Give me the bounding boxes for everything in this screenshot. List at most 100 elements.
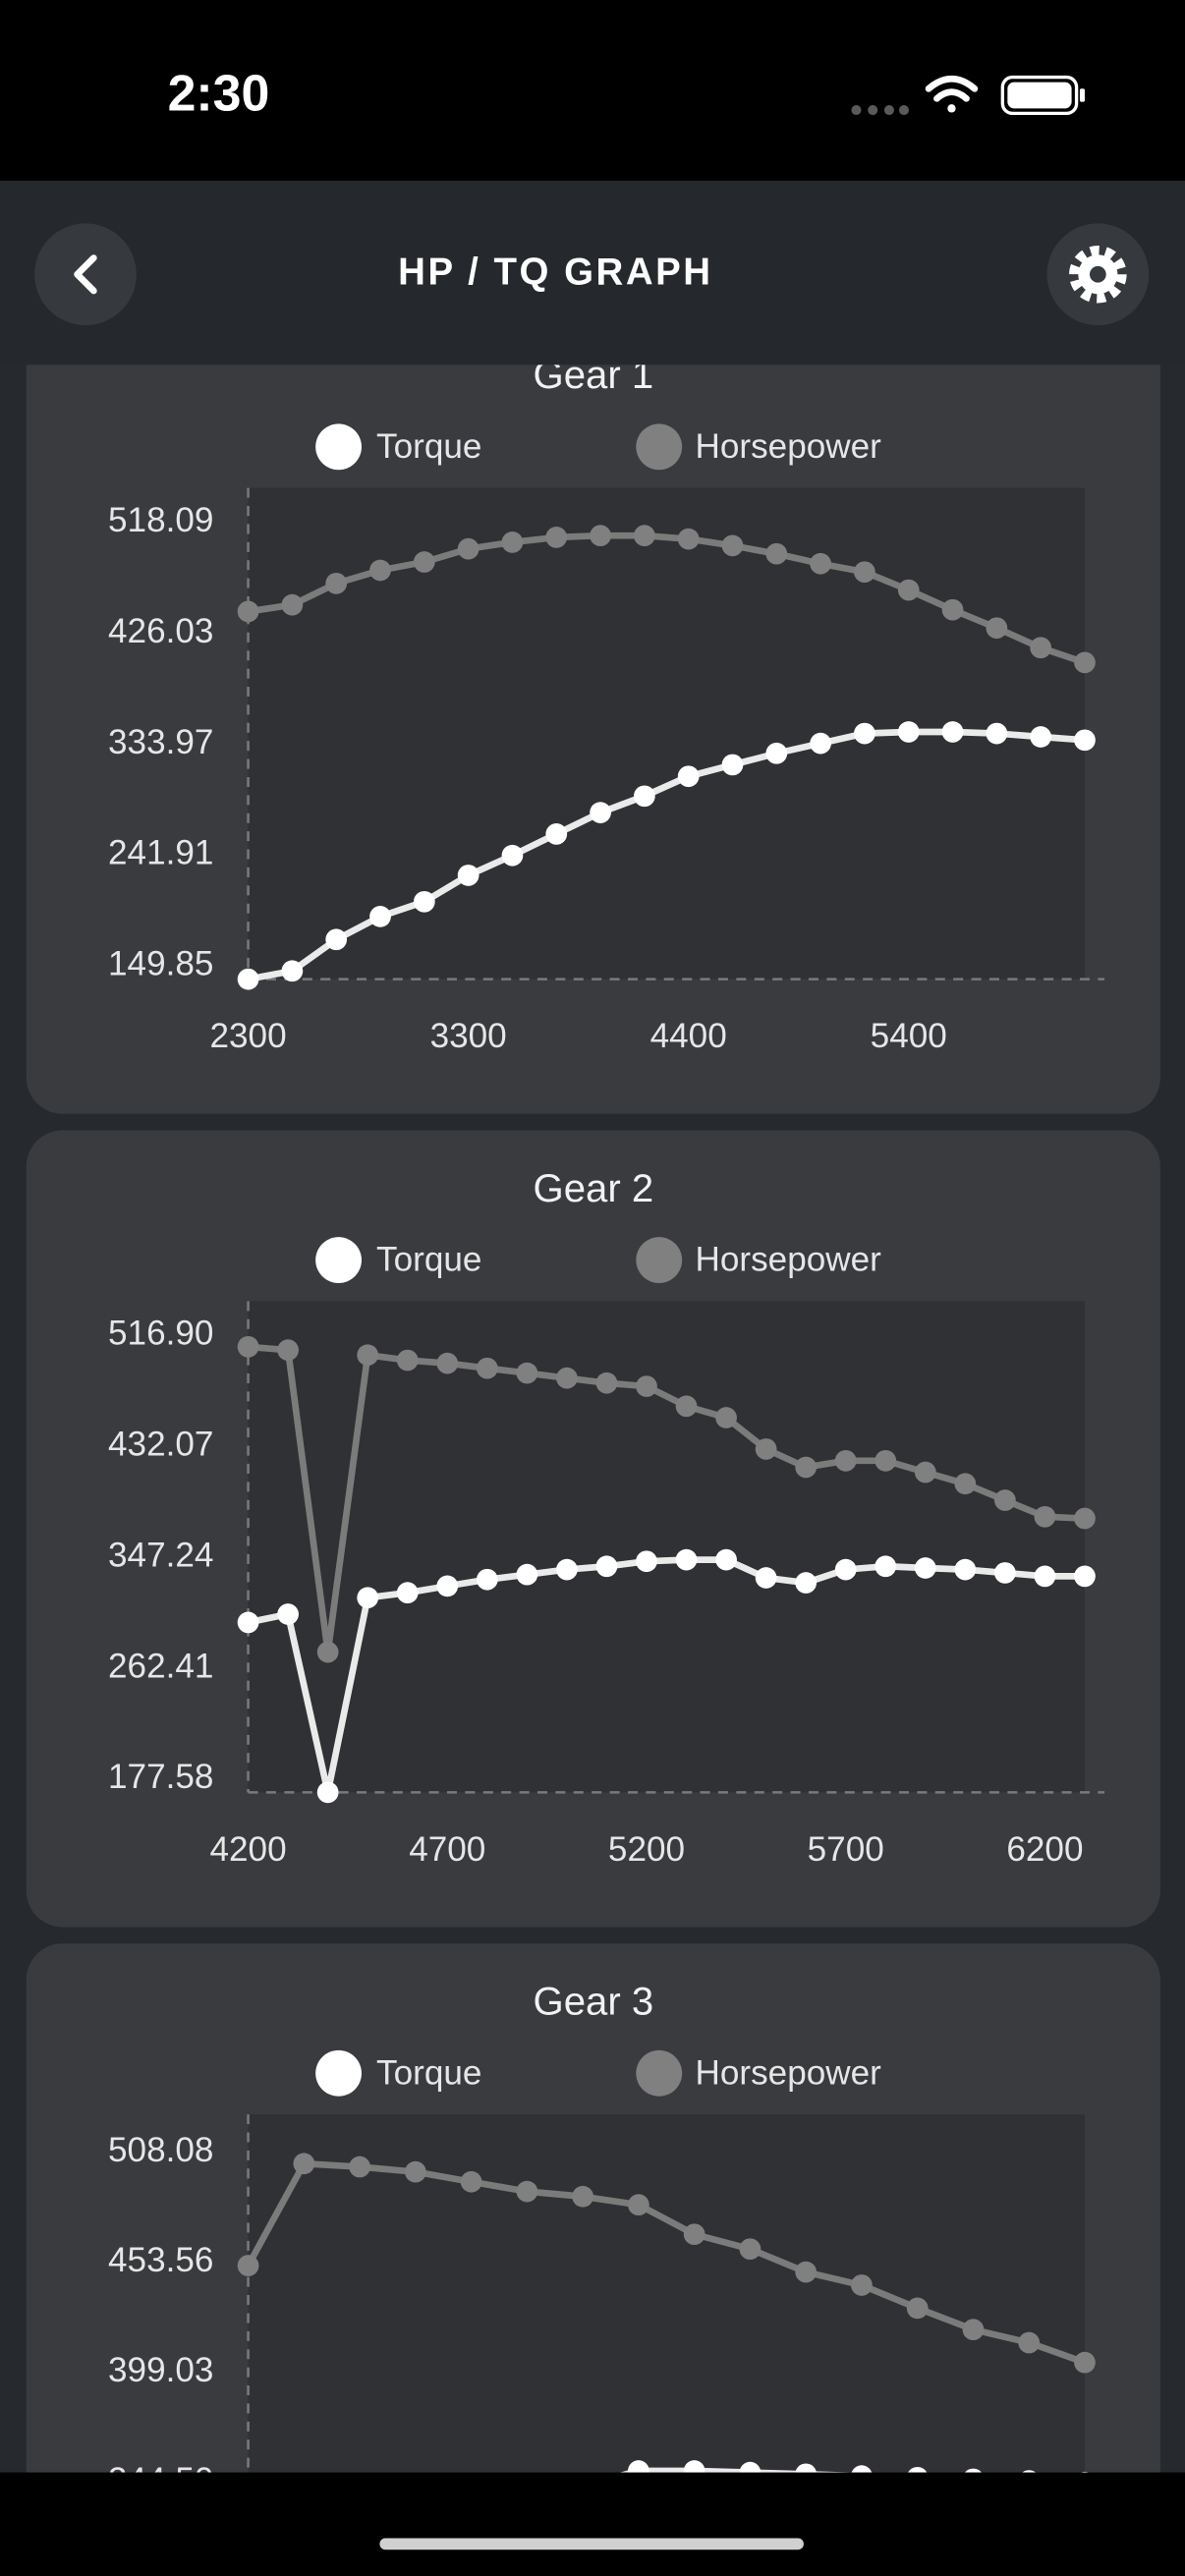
back-button-bg[interactable] — [34, 223, 137, 326]
data-point — [739, 2461, 762, 2473]
data-point — [476, 1357, 498, 1379]
wifi-icon — [925, 75, 979, 113]
data-point — [628, 2460, 649, 2473]
settings-button[interactable] — [1046, 223, 1150, 326]
data-point — [683, 2223, 705, 2246]
data-point — [683, 2460, 705, 2473]
data-point — [715, 1407, 737, 1428]
y-tick-label: 333.97 — [108, 723, 213, 761]
data-point — [765, 542, 788, 565]
data-point — [795, 2261, 818, 2283]
legend-label: Horsepower — [696, 2053, 882, 2092]
legend-label: Torque — [376, 427, 481, 466]
data-point — [906, 2297, 929, 2320]
battery-cap — [1079, 88, 1085, 102]
legend-label: Torque — [376, 1241, 481, 1279]
data-point — [851, 2274, 873, 2296]
data-point — [854, 722, 875, 745]
x-tick-label: 5200 — [608, 1830, 685, 1869]
data-point — [281, 593, 304, 616]
data-point — [1074, 1565, 1096, 1588]
y-tick-label: 347.24 — [108, 1536, 213, 1574]
chart: Gear 2 Torque Horsepower 177.58 262.41 347.24… — [26, 1130, 1160, 1928]
y-tick-label: 262.41 — [108, 1647, 213, 1685]
data-point — [897, 721, 920, 743]
legend-label: Torque — [376, 2053, 481, 2092]
series-line — [247, 1556, 1085, 1796]
data-point — [854, 561, 875, 584]
legend-swatch — [636, 423, 683, 471]
data-point — [277, 1339, 299, 1362]
data-point — [357, 1344, 379, 1367]
settings-icon-teeth[interactable] — [1069, 245, 1127, 304]
x-tick-label: 4400 — [650, 1017, 727, 1055]
y-tick-label: 432.07 — [108, 1425, 213, 1463]
data-point — [755, 1567, 777, 1589]
data-point — [795, 2463, 817, 2473]
data-point — [834, 1449, 857, 1472]
y-tick-label: 399.03 — [108, 2351, 213, 2389]
data-point — [572, 2185, 594, 2208]
chart-title: Gear 1 — [533, 353, 653, 397]
data-point — [964, 2468, 982, 2473]
series-line — [248, 1343, 1086, 1655]
plot-area — [248, 2114, 1085, 2473]
data-point — [237, 1611, 259, 1634]
data-point — [954, 1558, 977, 1581]
data-point — [941, 598, 964, 621]
data-point — [721, 534, 744, 557]
data-point — [237, 600, 259, 623]
data-point — [765, 742, 788, 764]
data-point — [281, 960, 304, 982]
data-point — [404, 2160, 426, 2183]
y-tick-label: 426.03 — [108, 612, 213, 650]
data-point — [908, 2466, 928, 2473]
data-point — [875, 1555, 897, 1578]
data-point — [1074, 729, 1096, 752]
data-point — [739, 2238, 762, 2261]
plot-area — [248, 1301, 1085, 1793]
data-point — [1074, 651, 1096, 674]
data-point — [590, 802, 611, 823]
data-point — [636, 1375, 657, 1397]
data-point — [1030, 637, 1052, 659]
y-tick-label: 177.58 — [108, 1758, 213, 1796]
home-area — [0, 2472, 1185, 2576]
data-point — [413, 890, 435, 913]
home-indicator[interactable] — [379, 2538, 804, 2550]
data-point — [914, 1557, 936, 1579]
data-point — [636, 1550, 657, 1573]
data-point — [556, 1367, 578, 1389]
data-point — [457, 537, 480, 560]
data-point — [325, 572, 348, 594]
data-point — [501, 532, 524, 553]
back-icon[interactable] — [74, 254, 97, 295]
data-point — [986, 722, 1008, 745]
data-point — [1080, 2471, 1089, 2473]
back-button[interactable] — [34, 223, 137, 326]
y-tick-label: 344.50 — [108, 2461, 213, 2499]
chart: Gear 1 Torque Horsepower 149.85 241.91 333.97… — [26, 353, 1160, 1114]
data-point — [795, 1456, 818, 1479]
data-point — [325, 928, 348, 951]
data-point — [994, 1489, 1016, 1511]
data-point — [501, 844, 524, 867]
data-point — [436, 1352, 459, 1374]
data-point — [237, 2255, 259, 2276]
data-point — [628, 2194, 649, 2216]
data-point — [413, 551, 435, 573]
data-point — [851, 2465, 873, 2473]
x-tick-label: 2300 — [210, 1017, 287, 1055]
series-line — [619, 2467, 857, 2473]
data-point — [516, 1563, 538, 1586]
x-tick-label: 5400 — [871, 1017, 947, 1055]
data-point — [675, 1548, 698, 1571]
data-point — [675, 1395, 698, 1418]
data-point — [476, 1568, 498, 1591]
data-point — [545, 823, 568, 845]
data-point — [277, 1603, 299, 1625]
settings-icon-hole[interactable] — [1089, 265, 1106, 283]
data-point — [1034, 1565, 1056, 1588]
legend-swatch — [636, 1237, 683, 1283]
